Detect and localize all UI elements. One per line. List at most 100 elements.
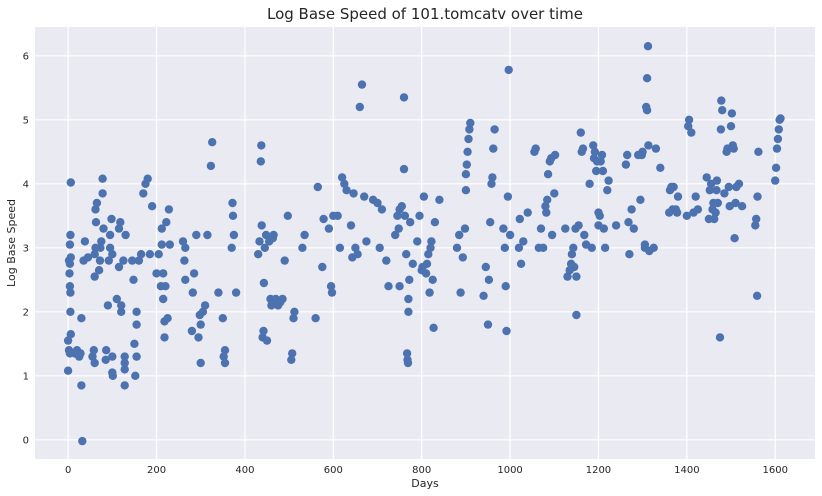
data-point-180: [397, 202, 406, 211]
data-point-150: [319, 214, 328, 224]
data-point-163: [351, 243, 360, 252]
data-point-317: [673, 192, 683, 201]
data-point-72: [136, 250, 146, 259]
data-point-288: [611, 221, 621, 230]
data-point-198: [421, 269, 431, 278]
data-point-207: [435, 195, 444, 204]
data-point-218: [465, 125, 474, 134]
data-point-356: [752, 291, 762, 300]
data-point-6: [66, 288, 75, 297]
data-point-147: [311, 314, 320, 323]
data-point-43: [103, 301, 113, 310]
data-point-272: [587, 243, 596, 252]
data-point-190: [405, 275, 414, 284]
data-point-214: [461, 170, 471, 179]
y-tick-label-4: 4: [23, 179, 29, 190]
data-point-95: [181, 243, 190, 252]
data-point-247: [542, 208, 551, 217]
data-point-213: [461, 186, 471, 195]
data-point-284: [599, 224, 608, 233]
data-point-149: [318, 262, 327, 272]
data-point-210: [456, 288, 465, 297]
data-point-252: [547, 230, 557, 240]
data-point-224: [486, 218, 495, 227]
data-point-69: [132, 320, 141, 329]
x-tick-label-4: 800: [412, 465, 431, 476]
data-point-102: [196, 358, 205, 368]
data-point-266: [576, 128, 585, 137]
data-point-166: [357, 80, 367, 89]
data-point-261: [570, 262, 579, 272]
data-point-194: [415, 211, 424, 220]
data-point-60: [120, 352, 129, 361]
y-axis-label: Log Base Speed: [5, 199, 18, 287]
data-point-119: [254, 250, 263, 259]
data-point-114: [227, 243, 236, 252]
data-point-178: [395, 282, 404, 291]
data-point-142: [288, 349, 297, 358]
data-point-231: [501, 282, 510, 291]
data-point-287: [604, 176, 613, 185]
data-point-184: [402, 250, 411, 259]
data-point-31: [91, 218, 101, 227]
y-tick-label-0: 0: [23, 435, 29, 446]
data-point-19: [77, 381, 86, 390]
data-point-115: [228, 198, 237, 208]
data-point-244: [536, 224, 546, 233]
data-point-94: [181, 275, 190, 284]
y-tick-label-3: 3: [23, 243, 29, 254]
data-point-300: [640, 240, 650, 249]
data-point-219: [466, 118, 475, 128]
data-point-36: [96, 243, 105, 252]
data-point-307: [649, 243, 658, 252]
data-point-77: [147, 202, 157, 211]
grid-lines: [35, 27, 815, 459]
data-point-204: [428, 275, 437, 284]
data-point-177: [394, 224, 403, 233]
data-point-235: [505, 230, 515, 240]
data-point-18: [76, 349, 85, 358]
x-tick-label-6: 1200: [586, 465, 611, 476]
data-point-360: [771, 163, 781, 172]
data-point-175: [391, 230, 400, 240]
x-tick-labels: 0 200 400 600 800 1000 1200 1400 1600: [65, 465, 788, 476]
data-point-352: [734, 179, 744, 188]
data-point-40: [99, 224, 108, 233]
data-point-296: [636, 195, 645, 204]
data-point-185: [402, 349, 412, 358]
data-point-294: [629, 224, 638, 233]
data-point-303: [642, 74, 652, 83]
data-point-220: [479, 291, 488, 300]
data-point-97: [188, 288, 197, 297]
data-point-309: [656, 163, 665, 172]
data-point-125: [259, 326, 268, 336]
data-point-197: [419, 192, 429, 201]
data-point-123: [257, 221, 266, 230]
data-point-99: [192, 230, 201, 240]
data-point-24: [83, 253, 93, 262]
data-point-106: [203, 230, 212, 240]
data-point-209: [455, 230, 464, 240]
data-point-337: [716, 125, 726, 134]
data-point-164: [353, 250, 362, 259]
data-point-358: [754, 147, 763, 156]
data-point-85: [160, 333, 169, 342]
data-point-319: [684, 122, 693, 131]
data-point-259: [567, 250, 577, 259]
data-point-103: [196, 320, 205, 329]
data-point-320: [684, 115, 694, 125]
data-point-348: [729, 144, 738, 153]
data-point-331: [710, 214, 719, 224]
data-point-174: [384, 282, 393, 291]
data-point-199: [422, 259, 432, 268]
data-point-201: [425, 288, 434, 297]
data-point-112: [220, 346, 230, 355]
data-point-189: [404, 307, 413, 316]
data-point-242: [531, 144, 540, 153]
data-point-249: [543, 170, 553, 179]
data-point-206: [430, 218, 440, 227]
data-point-0: [63, 366, 73, 375]
data-point-67: [131, 371, 140, 380]
data-point-191: [406, 218, 415, 227]
